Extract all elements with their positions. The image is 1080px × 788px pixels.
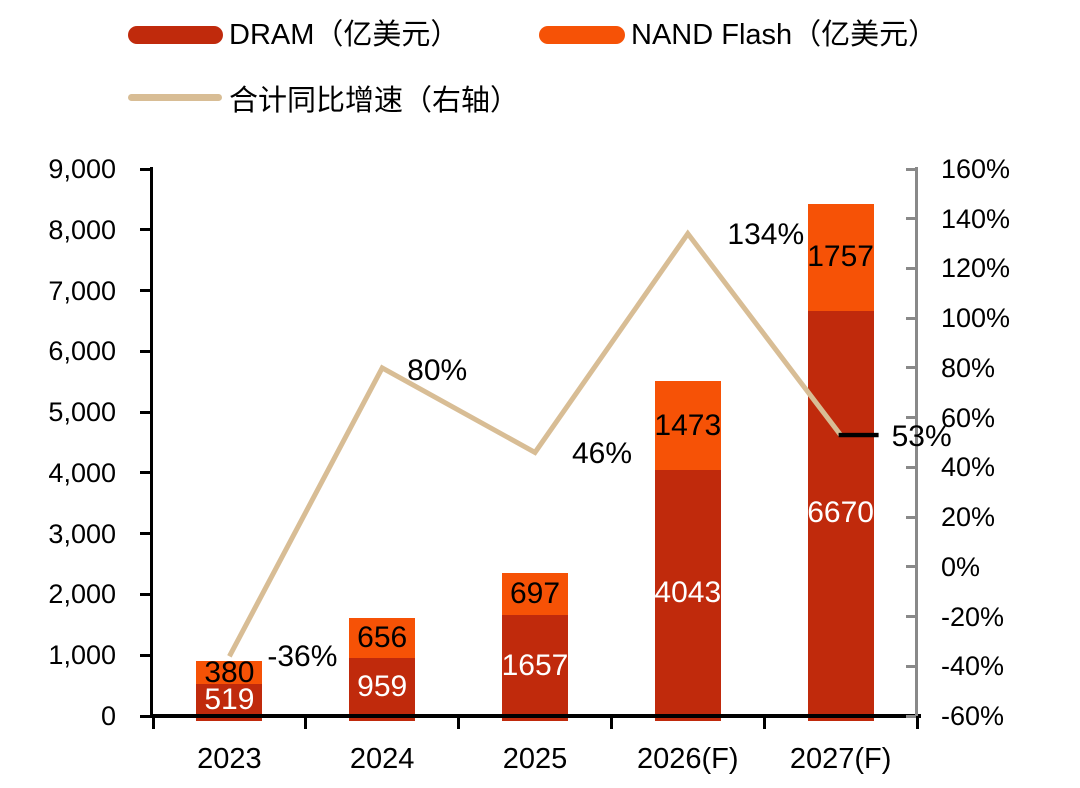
left-axis-tick-label: 7,000 [48, 275, 116, 306]
left-axis-tick [140, 592, 153, 596]
left-axis-tick-label: 9,000 [48, 154, 116, 184]
bar-segment-dram [807, 310, 874, 721]
left-axis-tick [140, 228, 153, 232]
x-axis-line [150, 714, 921, 718]
growth-line [227, 229, 843, 658]
left-axis-tick [140, 410, 153, 414]
nand-value-label: 380 [204, 655, 255, 689]
right-axis-tick-label: 60% [941, 402, 996, 433]
bar-segment-dram [502, 615, 568, 721]
left-axis-tick [140, 471, 153, 475]
bar-segment-nand [807, 203, 874, 311]
dram-value-label: 959 [357, 669, 408, 703]
nand-value-label: 1473 [654, 408, 722, 442]
bar-segment-nand [196, 661, 263, 685]
left-axis-tick-label: 3,000 [48, 518, 116, 549]
right-axis-tick-label: -40% [941, 651, 1005, 682]
right-axis-tick [906, 615, 917, 619]
bar-segment-nand [502, 572, 568, 616]
legend-nand-swatch-icon [539, 26, 625, 44]
legend-dram-swatch-icon [128, 26, 223, 44]
right-axis-tick [906, 565, 917, 569]
dram-value-label: 6670 [807, 496, 874, 530]
right-axis-tick [906, 465, 917, 469]
right-axis-tick-label: -20% [941, 601, 1005, 632]
left-axis-tick-label: 5,000 [48, 397, 116, 428]
growth-point-label: 80% [407, 353, 468, 387]
right-axis-tick [906, 266, 917, 270]
dram-value-label: 519 [204, 683, 255, 717]
right-axis-tick [906, 217, 917, 221]
growth-point-label: 46% [571, 437, 633, 471]
right-axis-tick-label: 40% [941, 452, 996, 483]
right-axis-tick [906, 515, 917, 519]
right-axis-tick [906, 316, 917, 320]
right-axis-tick-label: 140% [941, 203, 1011, 234]
right-axis-tick-label: 20% [941, 502, 996, 533]
nand-value-label: 1757 [807, 240, 874, 274]
x-axis-tick-label: 2027(F) [789, 743, 892, 775]
legend-growth-line-label: 合计同比增速（右轴） [229, 85, 520, 117]
left-axis-line [150, 167, 153, 718]
left-axis-tick-label: 8,000 [48, 214, 116, 245]
x-axis-tick [304, 716, 308, 729]
left-axis-tick [140, 289, 153, 293]
right-axis-tick-label: -60% [941, 701, 1005, 731]
left-axis-tick [140, 714, 153, 718]
left-axis-tick-label: 2,000 [48, 579, 116, 610]
x-axis-tick [915, 716, 919, 729]
right-axis-tick-label: 100% [941, 303, 1011, 334]
left-axis-tick-label: 4,000 [48, 457, 116, 488]
left-axis-tick-label: 6,000 [48, 336, 116, 367]
left-axis-tick [140, 167, 153, 171]
x-axis-tick-label: 2024 [349, 743, 415, 775]
left-axis-tick-label: 1,000 [48, 640, 116, 671]
x-axis-tick [151, 716, 155, 729]
legend-nand-label: NAND Flash（亿美元） [631, 19, 938, 51]
bar-segment-nand [349, 617, 416, 658]
x-axis-tick-label: 2026(F) [637, 743, 739, 775]
right-axis-tick-label: 160% [941, 154, 1011, 184]
right-axis-tick-label: 0% [941, 551, 981, 582]
dram-value-label: 1657 [501, 648, 569, 682]
bar-segment-nand [654, 380, 721, 471]
right-axis-tick-label: 120% [941, 253, 1011, 284]
right-axis-line [915, 167, 918, 718]
growth-point-label: 53% [891, 420, 952, 454]
right-axis-tick [906, 167, 917, 171]
bar-segment-dram [654, 470, 721, 721]
right-axis-tick [906, 714, 917, 718]
right-axis-tick [906, 366, 917, 370]
right-axis-tick [906, 416, 917, 420]
bar-segment-dram [349, 657, 416, 721]
legend-growth-line-swatch-icon [128, 94, 222, 101]
growth-point-label: 134% [727, 217, 805, 251]
legend-dram-label: DRAM（亿美元） [229, 19, 460, 51]
growth-point-label: -36% [267, 640, 338, 674]
dram-value-label: 4043 [654, 576, 722, 610]
x-axis-tick [609, 716, 613, 729]
right-axis-tick-label: 80% [941, 352, 996, 383]
left-axis-tick-label: 0 [100, 701, 116, 731]
last-point-dash-marker [838, 432, 879, 438]
nand-value-label: 656 [357, 620, 408, 654]
left-axis-tick [140, 532, 153, 536]
left-axis-tick [140, 653, 153, 657]
x-axis-tick [762, 716, 766, 729]
left-axis-tick [140, 349, 153, 353]
x-axis-tick-label: 2025 [502, 743, 568, 775]
nand-value-label: 697 [509, 577, 561, 611]
x-axis-tick [457, 716, 461, 729]
x-axis-tick-label: 2023 [197, 743, 262, 775]
right-axis-tick [906, 664, 917, 668]
